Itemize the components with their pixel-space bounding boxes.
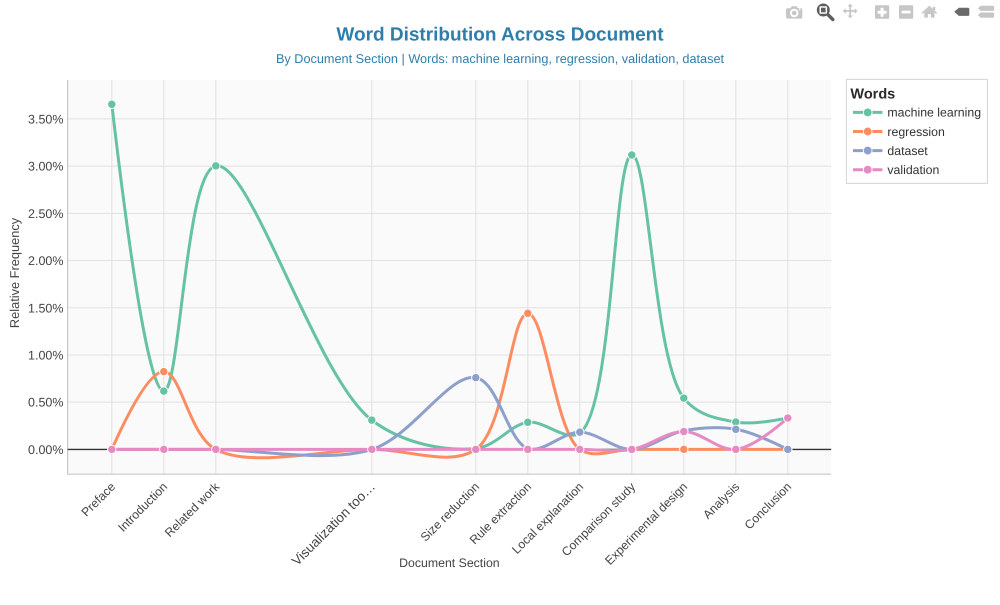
svg-text:2.50%: 2.50% [28,207,63,221]
svg-text:Document Section: Document Section [399,556,500,570]
svg-text:By Document Section | Words: m: By Document Section | Words: machine lea… [276,52,725,66]
svg-text:regression: regression [887,125,945,139]
svg-text:1.00%: 1.00% [28,349,63,363]
svg-text:2.00%: 2.00% [28,254,63,268]
svg-text:0.50%: 0.50% [28,396,63,410]
svg-text:0.00%: 0.00% [28,443,63,457]
svg-text:Relative Frequency: Relative Frequency [7,217,22,328]
svg-text:validation: validation [887,163,939,177]
svg-text:machine learning: machine learning [887,106,981,120]
svg-text:3.50%: 3.50% [28,112,63,126]
svg-text:Word Distribution Across Docum: Word Distribution Across Document [336,25,664,46]
svg-text:3.00%: 3.00% [28,160,63,174]
svg-text:1.50%: 1.50% [28,301,63,315]
svg-text:Words: Words [850,86,895,102]
svg-text:dataset: dataset [887,144,928,158]
